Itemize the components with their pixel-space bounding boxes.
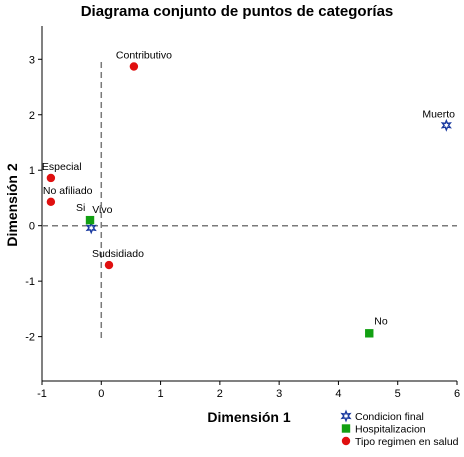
data-point-star-marker xyxy=(85,221,97,235)
point-label: Si xyxy=(76,202,85,214)
point-label: No afiliado xyxy=(43,185,93,197)
legend-label: Hospitalizacion xyxy=(355,424,426,436)
legend-label: Tipo regimen en salud xyxy=(355,436,459,448)
x-tick-label: 3 xyxy=(276,388,282,400)
x-tick-label: -1 xyxy=(37,388,47,400)
legend-swatch xyxy=(340,409,352,423)
point-label: Especial xyxy=(42,161,82,173)
data-point-circle-marker xyxy=(104,260,114,270)
y-tick-label: 3 xyxy=(29,54,35,66)
data-point-circle-marker xyxy=(129,62,139,71)
point-labels: Vivo Muerto Si No Contributivo Especial No afi… xyxy=(42,49,455,327)
legend-label: Condicion final xyxy=(355,411,424,423)
y-tick-label: 1 xyxy=(29,165,35,177)
reference-lines xyxy=(42,62,457,340)
x-tick-label: 6 xyxy=(454,388,460,400)
y-tick-label: -1 xyxy=(25,276,35,288)
data-point-star-marker xyxy=(440,118,452,132)
y-axis-label: Dimensión 2 xyxy=(4,163,20,246)
point-label: Vivo xyxy=(92,204,112,216)
y-tick-label: 2 xyxy=(29,110,35,122)
x-tick-label: 1 xyxy=(158,388,164,400)
y-tick-label: 0 xyxy=(29,221,35,233)
data-point-square-marker xyxy=(85,215,95,225)
data-point-square-marker xyxy=(365,329,374,338)
legend-swatch xyxy=(341,424,351,433)
y-tick-label: -2 xyxy=(25,332,35,344)
point-label: No xyxy=(374,315,388,327)
x-tick-label: 0 xyxy=(98,388,104,400)
x-tick-label: 5 xyxy=(395,388,401,400)
point-label: Sudsidiado xyxy=(92,248,144,260)
point-label: Muerto xyxy=(422,108,455,120)
x-axis-label: Dimensión 1 xyxy=(207,409,290,425)
chart-title: Diagrama conjunto de puntos de categoría… xyxy=(81,3,394,20)
chart-axes: -1 0 1 2 3 4 5 6 -2 -1 0 1 2 3 xyxy=(25,26,460,400)
x-tick-label: 4 xyxy=(335,388,341,400)
chart-points xyxy=(46,62,452,338)
x-tick-label: 2 xyxy=(217,388,223,400)
legend-swatch xyxy=(341,436,351,446)
point-label: Contributivo xyxy=(116,49,172,61)
data-point-circle-marker xyxy=(46,197,56,207)
data-point-circle-marker xyxy=(46,173,56,183)
